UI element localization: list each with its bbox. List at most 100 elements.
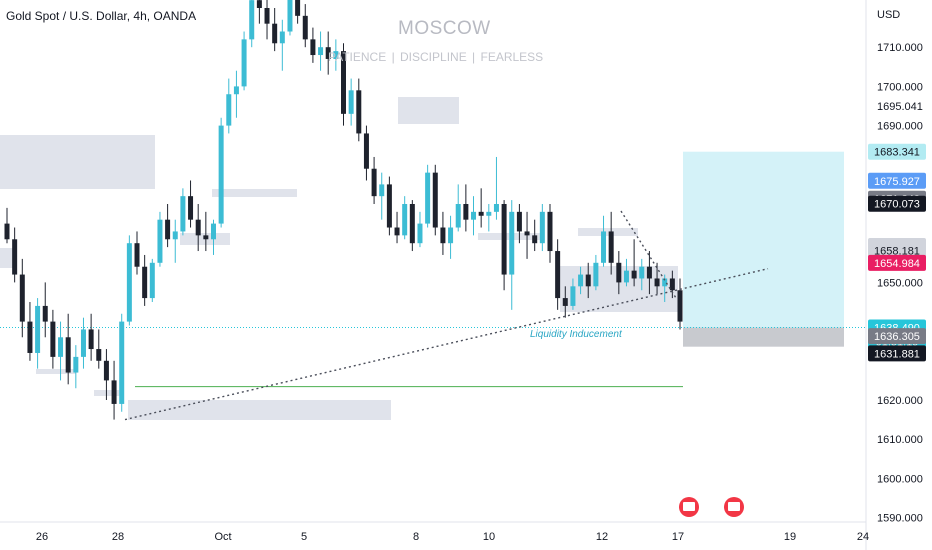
- candle: [677, 278, 683, 330]
- candle-body: [371, 168, 377, 197]
- zone-box: [478, 233, 540, 240]
- zone-box: [212, 189, 297, 197]
- candle-body: [27, 321, 33, 353]
- candle-body: [88, 329, 94, 350]
- zone-box: [94, 390, 122, 396]
- candle: [256, 0, 262, 24]
- candle: [287, 0, 293, 36]
- candle: [195, 204, 201, 252]
- price-tag-bg: [868, 242, 926, 259]
- y-tick-label: 1620.000: [877, 395, 923, 407]
- candle: [539, 204, 545, 252]
- candle: [310, 27, 316, 63]
- candle-body: [142, 266, 148, 299]
- zone-box: [578, 228, 638, 236]
- candle: [501, 200, 507, 291]
- candle-body: [218, 125, 224, 224]
- watermark-tagline: PATIENCE | DISCIPLINE | FEARLESS: [328, 50, 544, 64]
- candle-body: [623, 270, 629, 283]
- candle-body: [669, 278, 675, 291]
- supply-demand-zones: [0, 97, 866, 420]
- candle-body: [96, 349, 102, 361]
- candle: [379, 172, 385, 220]
- candle: [88, 313, 94, 361]
- watermark-title: MOSCOW: [398, 18, 491, 39]
- candle-body: [501, 204, 507, 275]
- candle-body: [448, 227, 454, 244]
- candle-body: [662, 278, 668, 287]
- candle: [65, 313, 71, 385]
- candle-body: [471, 211, 477, 220]
- candle: [42, 282, 48, 338]
- candle-body: [241, 39, 247, 87]
- candle-body: [149, 262, 155, 299]
- candle: [432, 164, 438, 236]
- price-tag-bg: [868, 254, 926, 271]
- candle: [203, 211, 209, 252]
- candle-body: [42, 305, 48, 322]
- price-tag: 1658.181: [868, 242, 926, 259]
- candle-body: [562, 298, 568, 306]
- candle: [226, 78, 232, 134]
- candle-body: [486, 211, 492, 216]
- candle-body: [264, 8, 270, 24]
- price-tag: 1636.305: [868, 328, 926, 345]
- candle-body: [134, 243, 140, 267]
- candle: [356, 78, 362, 142]
- candle-body: [432, 172, 438, 228]
- candle: [478, 188, 484, 228]
- price-tag-label: 1675.927: [874, 176, 920, 188]
- zone-box: [0, 248, 16, 268]
- x-tick-label: 24: [857, 531, 869, 543]
- overlays: [124, 210, 769, 517]
- candle: [348, 78, 354, 126]
- candle-body: [203, 235, 209, 240]
- candle-body: [58, 337, 64, 357]
- candle-body: [172, 231, 178, 240]
- candle-body: [287, 0, 293, 32]
- price-tag: 1683.341: [868, 143, 926, 160]
- price-tag-bg: [868, 328, 926, 345]
- candle-body: [608, 231, 614, 263]
- candle: [623, 258, 629, 287]
- y-tick-label: 1700.000: [877, 81, 923, 93]
- candle: [134, 231, 140, 275]
- candle: [249, 0, 255, 48]
- y-tick-label: 1695.041: [877, 101, 923, 113]
- candle-body: [440, 227, 446, 244]
- currency-label[interactable]: USD: [877, 9, 901, 21]
- candle-body: [295, 0, 301, 16]
- candle: [532, 219, 538, 252]
- candle: [35, 298, 41, 369]
- candle-body: [233, 86, 239, 95]
- candle: [463, 184, 469, 232]
- candle: [50, 309, 56, 369]
- candle-body: [639, 266, 645, 279]
- price-tag-label: 1654.984: [874, 258, 920, 270]
- candle: [210, 219, 216, 255]
- candle-body: [677, 290, 683, 322]
- candle: [394, 211, 400, 244]
- price-tag-label: 1670.073: [874, 199, 920, 211]
- candle-body: [73, 356, 79, 373]
- candle-body: [325, 47, 331, 59]
- us-flag-icon: [679, 497, 699, 517]
- y-tick-label: 1650.000: [877, 277, 923, 289]
- candle-body: [65, 337, 71, 373]
- candle: [363, 125, 369, 181]
- candle: [493, 156, 499, 220]
- candle: [409, 200, 415, 252]
- candle-body: [585, 274, 591, 287]
- y-tick-label: 1610.000: [877, 434, 923, 446]
- candle-body: [379, 184, 385, 197]
- candle: [333, 39, 339, 71]
- x-tick-label: 5: [301, 531, 307, 543]
- price-tag-label: 1631.881: [874, 348, 920, 360]
- zone-box: [398, 97, 459, 124]
- candle: [486, 204, 492, 232]
- candle-body: [348, 90, 354, 114]
- candle: [417, 211, 423, 248]
- candle-body: [509, 211, 515, 275]
